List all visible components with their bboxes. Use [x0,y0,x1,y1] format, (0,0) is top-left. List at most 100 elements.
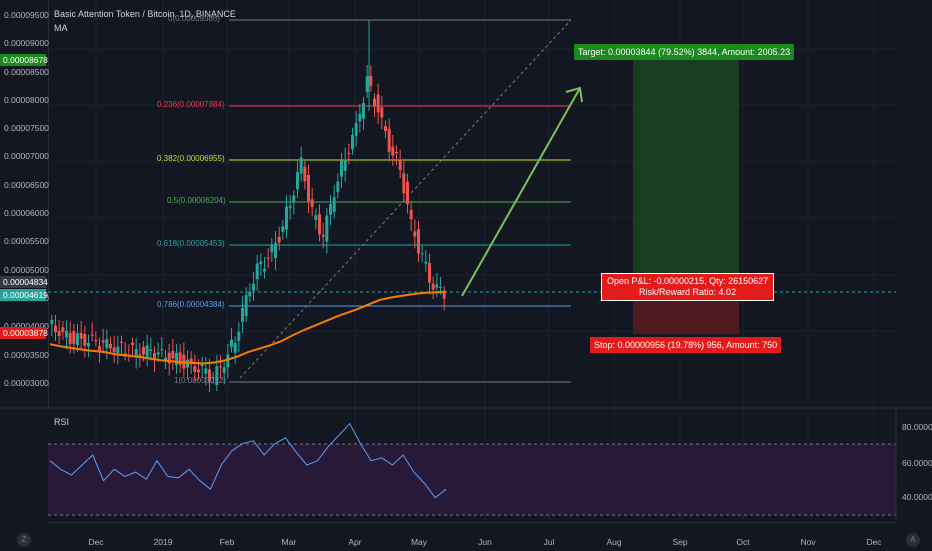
candle-body [153,353,156,361]
fib-level-label: 0.786(0.00004384) [157,300,225,309]
candle-body [87,342,90,347]
rsi-line [49,422,447,499]
candle-body [105,339,109,349]
candle-body [336,181,340,192]
candle-body [197,369,200,373]
candle-body [288,205,292,208]
candle-body [61,327,65,332]
projection-arrow [461,86,583,297]
price-label: 0.00008500 [4,67,49,77]
auto-scale-button[interactable]: A [906,533,920,547]
candle-body [373,98,376,107]
time-label: Oct [736,537,750,547]
price-label: 0.00005500 [4,236,49,246]
candle-body [50,319,54,325]
candle-body [351,135,354,150]
candle-body [325,215,329,242]
candle-body [358,114,362,122]
fib-level-label: 0.236(0.00007884) [157,100,225,109]
candle-body [94,340,98,342]
candle-body [186,359,189,368]
candle-body [156,352,160,355]
price-label: 0.00004000 [4,321,49,331]
candle-body [270,245,274,253]
candle-body [116,346,120,354]
fib-level-label: 0.382(0.00006955) [157,154,225,163]
candle-body [255,263,259,280]
candle-body [160,348,164,350]
candle-body [109,343,112,349]
candle-body [54,325,57,333]
candle-body [138,354,142,356]
stop-label[interactable]: Stop: 0.00000956 (19.78%) 956, Amount: 7… [590,337,782,353]
candle-body [439,286,442,288]
candle-body [215,366,219,385]
indicator-label[interactable]: MA [54,23,68,33]
candle-body [222,367,226,373]
time-label: Aug [606,537,622,547]
candle-body [189,358,193,365]
candle-body [208,369,211,383]
candle-body [57,331,61,337]
candle-body [347,153,351,155]
candle-body [200,362,204,367]
candle-body [362,103,365,119]
zoom-button[interactable]: Z [17,533,31,547]
price-label: 0.00009000 [4,38,49,48]
candle-body [340,160,343,177]
last-price-tag: 0.00004619 [0,289,48,301]
candle-body [391,146,395,156]
price-label: 0.00008000 [4,95,49,105]
candle-body [226,354,230,368]
pnl-label[interactable]: Open P&L: -0.00000215, Qty: 26150627 Ris… [601,273,775,301]
candle-body [248,292,252,297]
candle-body [65,330,68,338]
candle-body [395,151,398,154]
candle-body [376,94,380,113]
price-label: 0.00003500 [4,350,49,360]
candle-body [237,331,241,341]
target-price-tag: 0.00008678 [0,54,48,66]
candle-body [142,347,145,355]
candle-body [332,197,336,213]
candle-body [219,366,222,368]
candle-body [277,236,281,243]
candle-body [406,181,409,205]
candles [50,19,446,393]
time-label: Nov [800,537,816,547]
rsi-label[interactable]: RSI [54,417,70,427]
candle-body [314,215,318,221]
candle-body [402,173,406,194]
candle-body [321,234,325,237]
target-label[interactable]: Target: 0.00003844 (79.52%) 3844, Amount… [574,44,795,60]
candle-body [365,76,369,92]
price-label: 0.00009500 [4,10,49,20]
time-axis[interactable]: Dec 2019 Feb Mar Apr May Jun Jul Aug Sep… [48,522,896,551]
candle-body [285,206,288,230]
time-label: Mar [281,537,297,547]
price-axis[interactable]: 0.00009500 0.00009000 0.00008500 0.00008… [0,0,49,408]
time-label: 2019 [153,537,173,547]
candle-body [398,159,402,171]
candle-body [274,242,277,258]
candle-body [76,333,79,346]
candle-body [442,292,446,299]
candle-body [387,128,391,152]
candle-body [241,308,244,322]
candle-body [431,283,435,290]
rsi-band [48,444,896,515]
candle-body [435,284,439,288]
candle-body [167,352,171,364]
candle-body [343,159,347,171]
candle-body [120,341,123,343]
time-label: Apr [348,537,362,547]
candle-body [259,261,263,265]
price-label: 0.00003000 [4,378,49,388]
candle-body [98,345,101,351]
candle-body [204,368,208,374]
rsi-axis[interactable]: 80.0000 60.0000 40.0000 [896,408,932,522]
candle-body [380,107,384,118]
fib-level-label: 0.618(0.00005453) [157,239,225,248]
candle-body [307,175,310,202]
